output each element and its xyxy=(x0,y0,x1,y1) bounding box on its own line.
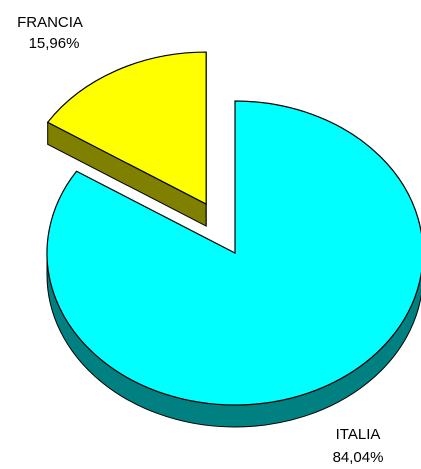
label-italy-value: 84,04% xyxy=(333,449,384,466)
label-france: FRANCIA 15,96% xyxy=(17,14,83,52)
label-france-name: FRANCIA xyxy=(17,14,83,31)
pie-slice-italia xyxy=(46,100,421,428)
label-italy-name: ITALIA xyxy=(336,426,381,443)
pie-slice-top xyxy=(46,51,207,206)
pie-slices xyxy=(46,51,421,428)
label-france-value: 15,96% xyxy=(29,35,80,52)
pie-slice-top xyxy=(46,100,421,406)
label-italy: ITALIA 84,04% xyxy=(333,426,384,466)
pie-slice-francia xyxy=(46,51,207,227)
